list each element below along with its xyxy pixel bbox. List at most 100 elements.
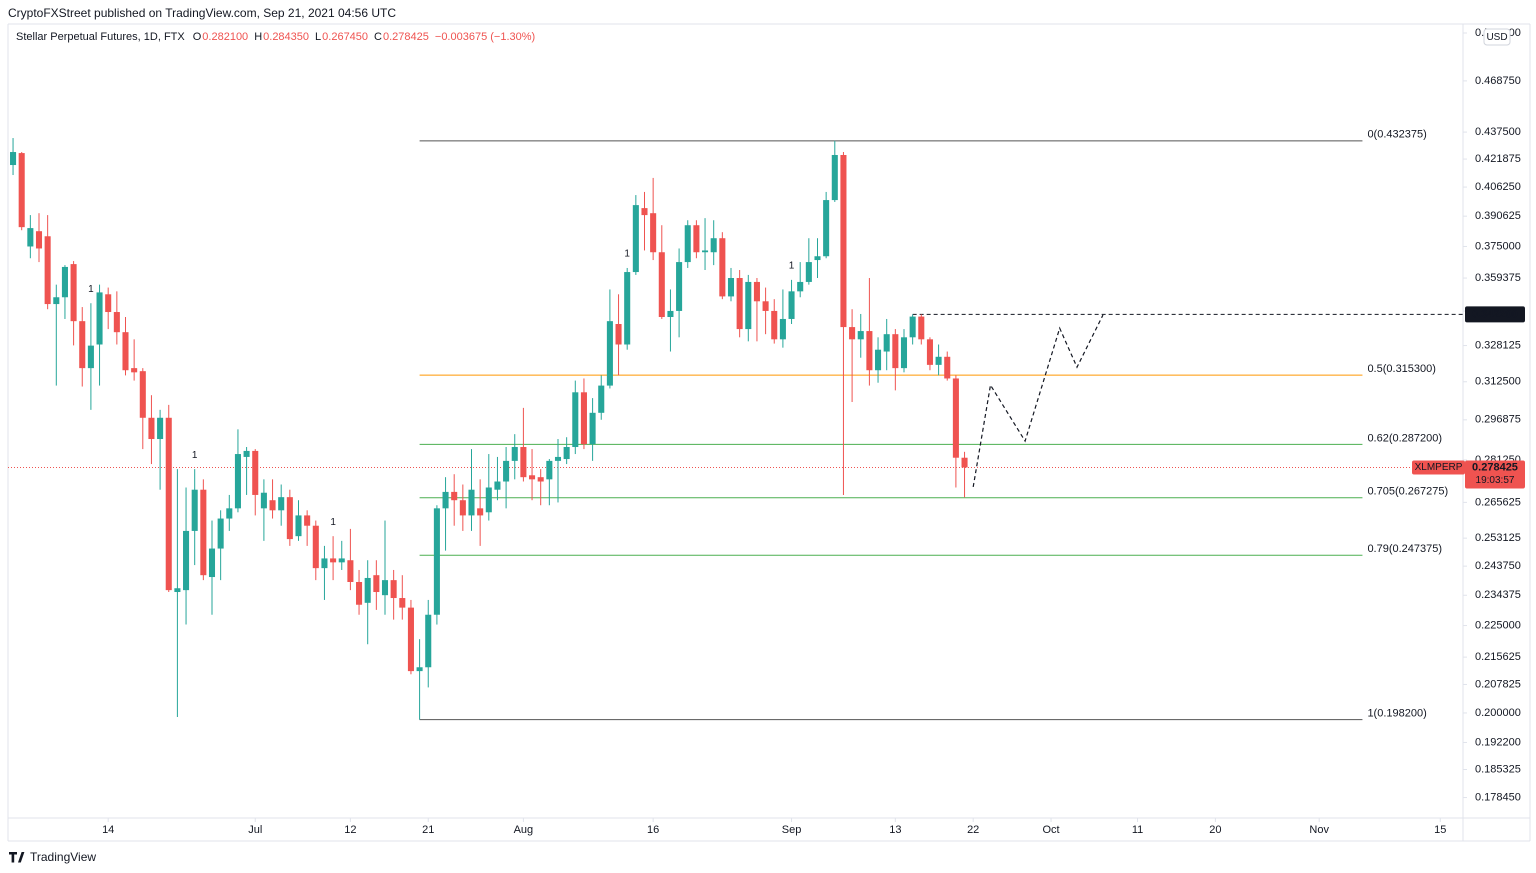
y-tick-label: 0.406250 xyxy=(1475,181,1521,193)
currency-button[interactable]: USD xyxy=(1483,28,1511,46)
candle-body xyxy=(952,378,959,458)
candle-body xyxy=(529,475,536,480)
candle-body xyxy=(503,460,510,482)
currency[interactable]: USD xyxy=(1486,32,1507,43)
candle-body xyxy=(425,614,432,668)
candle-body xyxy=(174,588,181,593)
candle-body xyxy=(416,667,423,672)
candle-body xyxy=(96,292,103,345)
currency-box[interactable] xyxy=(1483,28,1511,46)
candle-body xyxy=(563,447,570,460)
candle-body xyxy=(165,417,172,591)
candle-body xyxy=(710,238,717,253)
candle-body xyxy=(442,491,449,509)
candle-body xyxy=(719,238,726,297)
candle-body xyxy=(105,294,112,313)
candle-body xyxy=(18,153,25,228)
candle-body xyxy=(183,530,190,591)
candle-body xyxy=(399,598,406,608)
candle-body xyxy=(572,392,579,448)
last-name: XLMPERP xyxy=(1415,462,1463,473)
candle-body xyxy=(79,321,86,369)
y-tick-label: 0.185325 xyxy=(1475,763,1521,775)
candle-body xyxy=(676,262,683,311)
candle-body xyxy=(260,492,267,509)
candle-body xyxy=(122,332,129,371)
candle-body xyxy=(554,456,562,461)
y-tick-label: 0.312500 xyxy=(1475,376,1521,388)
candle-body xyxy=(831,154,838,201)
candle-body xyxy=(849,327,856,340)
candle-body xyxy=(641,208,648,216)
candle-body xyxy=(217,518,224,549)
candle-body xyxy=(823,200,830,257)
y-tick-label: 0.253125 xyxy=(1475,532,1521,544)
candle-body xyxy=(788,291,795,319)
candle-body xyxy=(451,491,458,501)
ohlc-value: 0.282100 xyxy=(202,31,248,43)
candle-body xyxy=(840,154,847,328)
legend: Stellar Perpetual Futures, 1D, FTX O0.282… xyxy=(16,31,535,43)
candle-body xyxy=(347,560,354,582)
ohlc-key: H xyxy=(254,31,262,43)
ohlc-value: 0.267450 xyxy=(322,31,368,43)
candle-body xyxy=(191,489,198,531)
candle-body xyxy=(148,417,155,440)
brand-name: TradingView xyxy=(30,850,96,864)
symbol: Stellar Perpetual Futures, 1D, FTX xyxy=(16,31,185,43)
x-tick-label: 13 xyxy=(889,824,901,836)
y-tick-label: 0.234375 xyxy=(1475,589,1521,601)
ohlc-value: 0.278425 xyxy=(383,31,429,43)
candle-body xyxy=(330,558,337,563)
y-tick-label: 0.468750 xyxy=(1475,75,1521,87)
candle-body xyxy=(511,447,518,461)
candle-body xyxy=(131,368,138,373)
candle-body xyxy=(762,301,769,311)
candle-body xyxy=(944,356,951,379)
y-tick-label: 0.359375 xyxy=(1475,272,1521,284)
fib-label: 0(0.432375) xyxy=(1367,129,1426,141)
candle-body xyxy=(745,281,752,330)
x-tick-label: 15 xyxy=(1434,824,1446,836)
candle-body xyxy=(338,558,345,563)
y-tick-label: 0.296875 xyxy=(1475,414,1521,426)
candle-body xyxy=(702,250,709,253)
y-tick-label: 0.178450 xyxy=(1475,791,1521,803)
candle-body xyxy=(727,278,735,297)
candle-body xyxy=(10,152,17,166)
y-tick-label: 0.265625 xyxy=(1475,496,1521,508)
candle-body xyxy=(390,580,397,599)
y-tick-label: 0.215625 xyxy=(1475,651,1521,663)
x-tick-label: Aug xyxy=(514,824,534,836)
candle-body xyxy=(35,231,43,249)
candle-body xyxy=(27,228,34,247)
brand: TradingView xyxy=(9,850,96,864)
brand-logo xyxy=(9,852,25,863)
candle-body xyxy=(321,558,328,569)
candle-body xyxy=(580,392,587,445)
y-tick-label: 0.192200 xyxy=(1475,736,1521,748)
x-tick-label: 11 xyxy=(1132,824,1143,836)
candle-body xyxy=(208,548,216,578)
candle-body xyxy=(312,525,319,569)
candle-body xyxy=(632,205,639,273)
candle-body xyxy=(684,225,691,263)
candle-body xyxy=(814,256,821,261)
change: −0.003675 (−1.30%) xyxy=(435,31,535,43)
candle-body xyxy=(53,297,60,305)
candle-body xyxy=(918,316,925,340)
candle-body xyxy=(373,575,380,593)
countdown: 19:03:57 xyxy=(1476,475,1515,486)
candle-body xyxy=(797,281,804,292)
last-price-box xyxy=(1465,460,1525,489)
candle-body xyxy=(658,252,665,318)
candle-body xyxy=(909,316,916,338)
candle-body xyxy=(875,349,882,371)
candle-body xyxy=(900,337,908,369)
candle-body xyxy=(252,450,259,495)
candle-body xyxy=(494,481,501,490)
y-tick-label: 0.207825 xyxy=(1475,678,1521,690)
plot xyxy=(8,138,1463,721)
